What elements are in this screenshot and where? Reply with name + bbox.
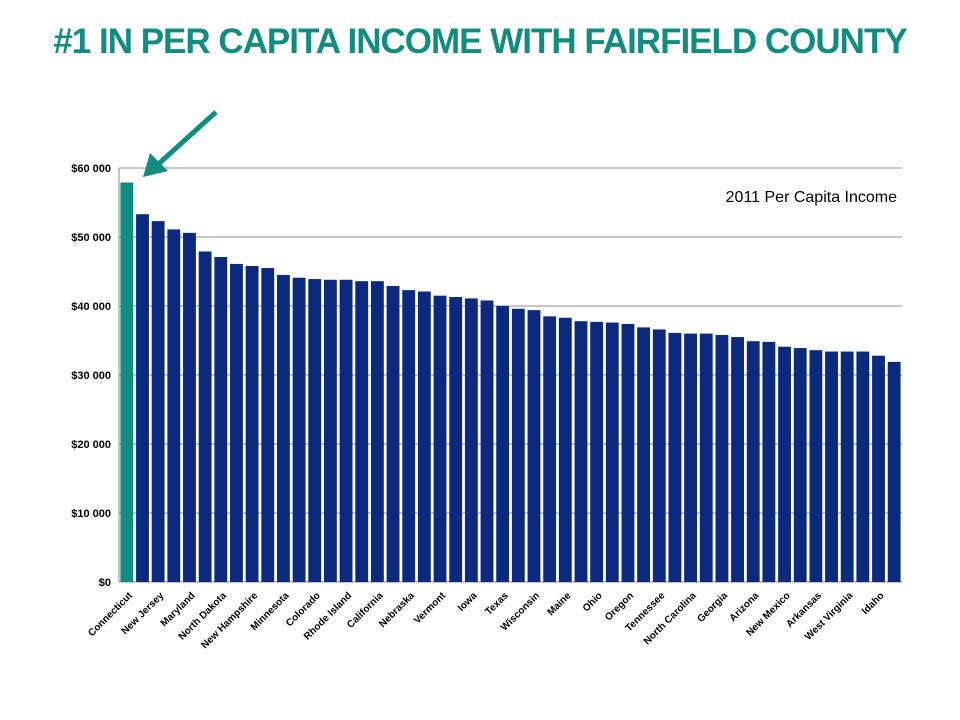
bar — [261, 268, 275, 582]
bar — [183, 232, 196, 583]
bar — [417, 291, 431, 582]
bar — [558, 317, 572, 582]
bar — [652, 329, 666, 582]
bar — [762, 341, 776, 582]
bar — [637, 327, 651, 582]
bar — [605, 322, 619, 582]
bar — [230, 263, 243, 582]
x-tick-label: Vermont — [412, 590, 449, 627]
bar — [543, 316, 557, 582]
bar — [574, 321, 588, 582]
x-tick-label: Georgia — [696, 590, 731, 625]
bar — [480, 300, 494, 582]
bar — [136, 214, 149, 583]
bar — [198, 251, 212, 583]
bar — [167, 229, 181, 582]
bar — [120, 182, 134, 583]
bar — [731, 337, 744, 582]
bar — [746, 341, 760, 582]
bars — [120, 182, 901, 583]
y-axis: $0 $10 000 $20 000 $30 000 $40 000 $50 000 $60… — [71, 163, 120, 589]
y-tick-label: $20 000 — [71, 439, 111, 451]
chart-annotation: 2011 Per Capita Income — [726, 189, 897, 206]
bar — [793, 348, 807, 582]
bar — [292, 277, 306, 582]
y-tick-label: $10 000 — [71, 508, 111, 520]
bar — [511, 308, 525, 582]
bar — [402, 290, 416, 582]
y-tick-label: $30 000 — [71, 370, 111, 382]
bar — [715, 334, 729, 582]
bar — [590, 321, 604, 582]
x-tick-label: Maine — [546, 590, 574, 618]
y-tick-label: $0 — [99, 577, 111, 589]
bar — [621, 323, 635, 582]
bar — [464, 298, 478, 582]
y-tick-label: $60 000 — [71, 163, 111, 175]
y-tick-label: $50 000 — [71, 232, 111, 244]
bar — [339, 279, 353, 582]
x-tick-label: Ohio — [581, 590, 605, 614]
x-tick-label: Texas — [483, 590, 511, 618]
bar — [355, 281, 369, 582]
bar — [386, 285, 400, 582]
arrow-icon — [143, 110, 218, 177]
bar — [887, 361, 901, 582]
slide-title: #1 IN PER CAPITA INCOME WITH FAIRFIELD C… — [53, 22, 907, 61]
y-tick-label: $40 000 — [71, 301, 111, 313]
bar — [151, 221, 165, 582]
bar — [856, 351, 870, 582]
bar — [245, 265, 259, 582]
bar — [496, 306, 510, 582]
bar — [699, 333, 713, 582]
x-tick-label: Iowa — [456, 590, 480, 614]
bar — [840, 351, 854, 582]
x-tick-label: Idaho — [860, 590, 887, 617]
bar — [277, 274, 290, 582]
bar — [684, 333, 698, 582]
bar — [825, 351, 838, 582]
bar — [872, 355, 885, 582]
bar — [449, 297, 463, 582]
bar — [370, 281, 384, 582]
bar — [778, 346, 791, 582]
bar — [668, 332, 682, 582]
bar — [214, 257, 228, 582]
bar — [809, 350, 823, 582]
bar — [527, 310, 541, 582]
bar — [433, 295, 447, 582]
bar — [308, 279, 322, 582]
bar — [323, 279, 337, 582]
x-tick-label: New Hampshire — [199, 590, 260, 651]
